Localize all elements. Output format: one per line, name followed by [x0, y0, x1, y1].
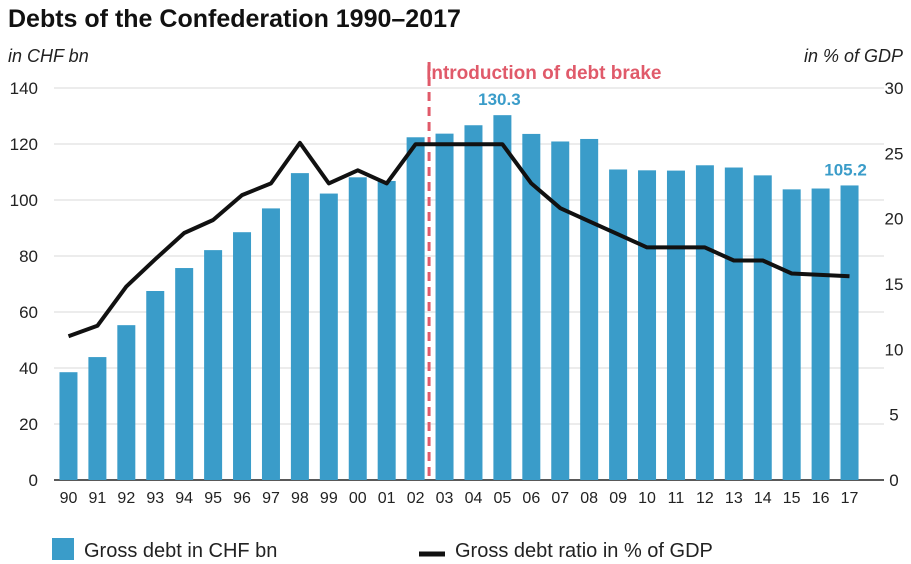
bar-96	[233, 232, 252, 480]
bar-93	[146, 291, 165, 480]
bar-16	[811, 188, 830, 480]
x-tick: 01	[378, 490, 396, 507]
bar-94	[175, 268, 194, 480]
bar-08	[580, 138, 599, 480]
y-tick-left: 120	[10, 135, 38, 154]
x-tick: 15	[783, 490, 801, 507]
x-tick: 10	[638, 490, 656, 507]
x-tick: 90	[60, 490, 78, 507]
x-tick: 07	[551, 490, 569, 507]
left-axis-unit: in CHF bn	[8, 46, 89, 66]
legend: Gross debt in CHF bn Gross debt ratio in…	[52, 538, 713, 562]
bar-series-gross-debt	[59, 115, 859, 481]
y-tick-right: 30	[885, 79, 904, 98]
x-tick: 96	[233, 490, 251, 507]
x-tick: 05	[493, 490, 511, 507]
y-tick-left: 20	[19, 415, 38, 434]
x-tick: 00	[349, 490, 367, 507]
bar-04	[464, 125, 483, 481]
bar-06	[522, 133, 541, 481]
x-tick: 94	[175, 490, 193, 507]
legend-line-label: Gross debt ratio in % of GDP	[455, 540, 713, 562]
y-tick-right: 15	[885, 275, 904, 294]
x-tick: 99	[320, 490, 338, 507]
bar-92	[117, 325, 136, 480]
x-tick: 98	[291, 490, 309, 507]
y-tick-left: 60	[19, 303, 38, 322]
x-tick: 92	[117, 490, 135, 507]
bar-14	[753, 175, 772, 481]
x-tick: 02	[407, 490, 425, 507]
bar-11	[666, 170, 685, 480]
bar-91	[88, 357, 107, 480]
bar-98	[290, 173, 309, 480]
right-axis-ticks: 0 5 10 15 20 25 30	[885, 79, 904, 490]
x-tick: 17	[841, 490, 859, 507]
line-series-debt-ratio	[67, 140, 850, 339]
y-tick-left: 80	[19, 247, 38, 266]
x-tick: 97	[262, 490, 280, 507]
y-tick-left: 140	[10, 79, 38, 98]
x-axis-ticks: 90 91 92 93 94 95 96 97 98 99 00 01 02 03 04 05 06 07 08 09…	[60, 490, 859, 507]
bar-17	[840, 185, 859, 480]
y-tick-right: 20	[885, 210, 904, 229]
debt-brake-label: Introduction of debt brake	[426, 63, 661, 84]
left-axis-ticks: 0 20 40 60 80 100 120 140	[10, 79, 38, 490]
y-tick-left: 100	[10, 191, 38, 210]
x-tick: 13	[725, 490, 743, 507]
x-tick: 09	[609, 490, 627, 507]
bar-03	[435, 133, 454, 480]
bar-99	[319, 193, 338, 480]
x-tick: 16	[812, 490, 830, 507]
y-tick-left: 0	[29, 471, 38, 490]
data-label-2005: 130.3	[478, 90, 521, 109]
y-tick-right: 10	[885, 340, 904, 359]
bar-97	[261, 208, 280, 480]
bar-05	[493, 115, 512, 480]
x-tick: 03	[436, 490, 454, 507]
bar-95	[204, 250, 223, 480]
y-tick-left: 40	[19, 359, 38, 378]
bar-09	[609, 169, 628, 481]
bar-13	[724, 167, 743, 480]
bar-10	[638, 170, 657, 480]
y-tick-right: 0	[889, 471, 898, 490]
y-tick-right: 5	[889, 406, 898, 425]
chart-title: Debts of the Confederation 1990–2017	[8, 5, 461, 33]
x-tick: 08	[580, 490, 598, 507]
x-tick: 93	[146, 490, 164, 507]
y-tick-right: 25	[885, 144, 904, 163]
bar-12	[695, 165, 714, 480]
bar-00	[348, 177, 367, 480]
x-tick: 11	[668, 490, 685, 507]
x-tick: 06	[522, 490, 540, 507]
x-tick: 14	[754, 490, 772, 507]
legend-bar-label: Gross debt in CHF bn	[84, 540, 277, 562]
bar-90	[59, 372, 78, 480]
x-tick: 04	[465, 490, 483, 507]
bar-02	[406, 137, 425, 480]
bar-07	[551, 141, 570, 481]
bar-01	[377, 180, 396, 480]
bar-15	[782, 189, 801, 481]
x-tick: 95	[204, 490, 222, 507]
right-axis-unit: in % of GDP	[804, 46, 903, 66]
x-tick: 12	[696, 490, 714, 507]
data-label-2017: 105.2	[824, 160, 867, 179]
x-tick: 91	[88, 490, 106, 507]
legend-bar-swatch	[52, 538, 74, 560]
